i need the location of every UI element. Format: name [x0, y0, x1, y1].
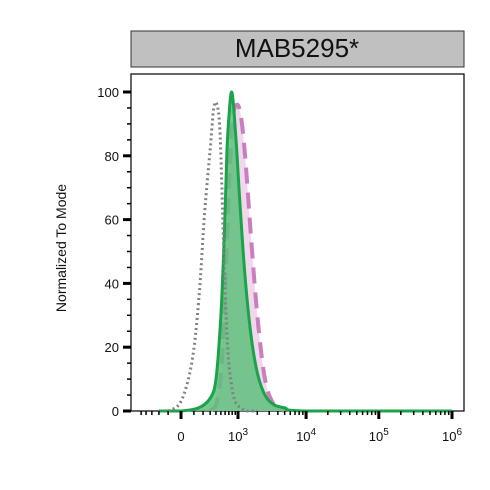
sample-series-area: [158, 92, 452, 411]
isotype-series-line: [167, 100, 258, 413]
strip-header: [130, 30, 465, 68]
x-tick-label: 104: [296, 427, 316, 444]
y-axis-label: Normalized To Mode: [53, 184, 69, 312]
y-axis: 0 20 40 60 80 100: [97, 85, 131, 419]
sample-series-line: [158, 90, 452, 413]
series-layer: [158, 90, 452, 413]
strip-title: MAB5295*: [235, 33, 359, 63]
x-tick-label: 0: [177, 429, 184, 444]
y-tick-label: 100: [97, 85, 119, 100]
y-tick-label: 40: [105, 276, 119, 291]
x-axis: 0 103 104 105 106: [140, 411, 462, 444]
x-tick-label: 105: [369, 427, 389, 444]
y-tick-label: 60: [105, 213, 119, 228]
y-tick-label: 80: [105, 149, 119, 164]
y-tick-label: 0: [112, 404, 119, 419]
y-tick-label: 20: [105, 340, 119, 355]
plot-frame: [130, 73, 465, 412]
x-tick-label: 103: [228, 427, 248, 444]
x-tick-label: 106: [442, 427, 462, 444]
